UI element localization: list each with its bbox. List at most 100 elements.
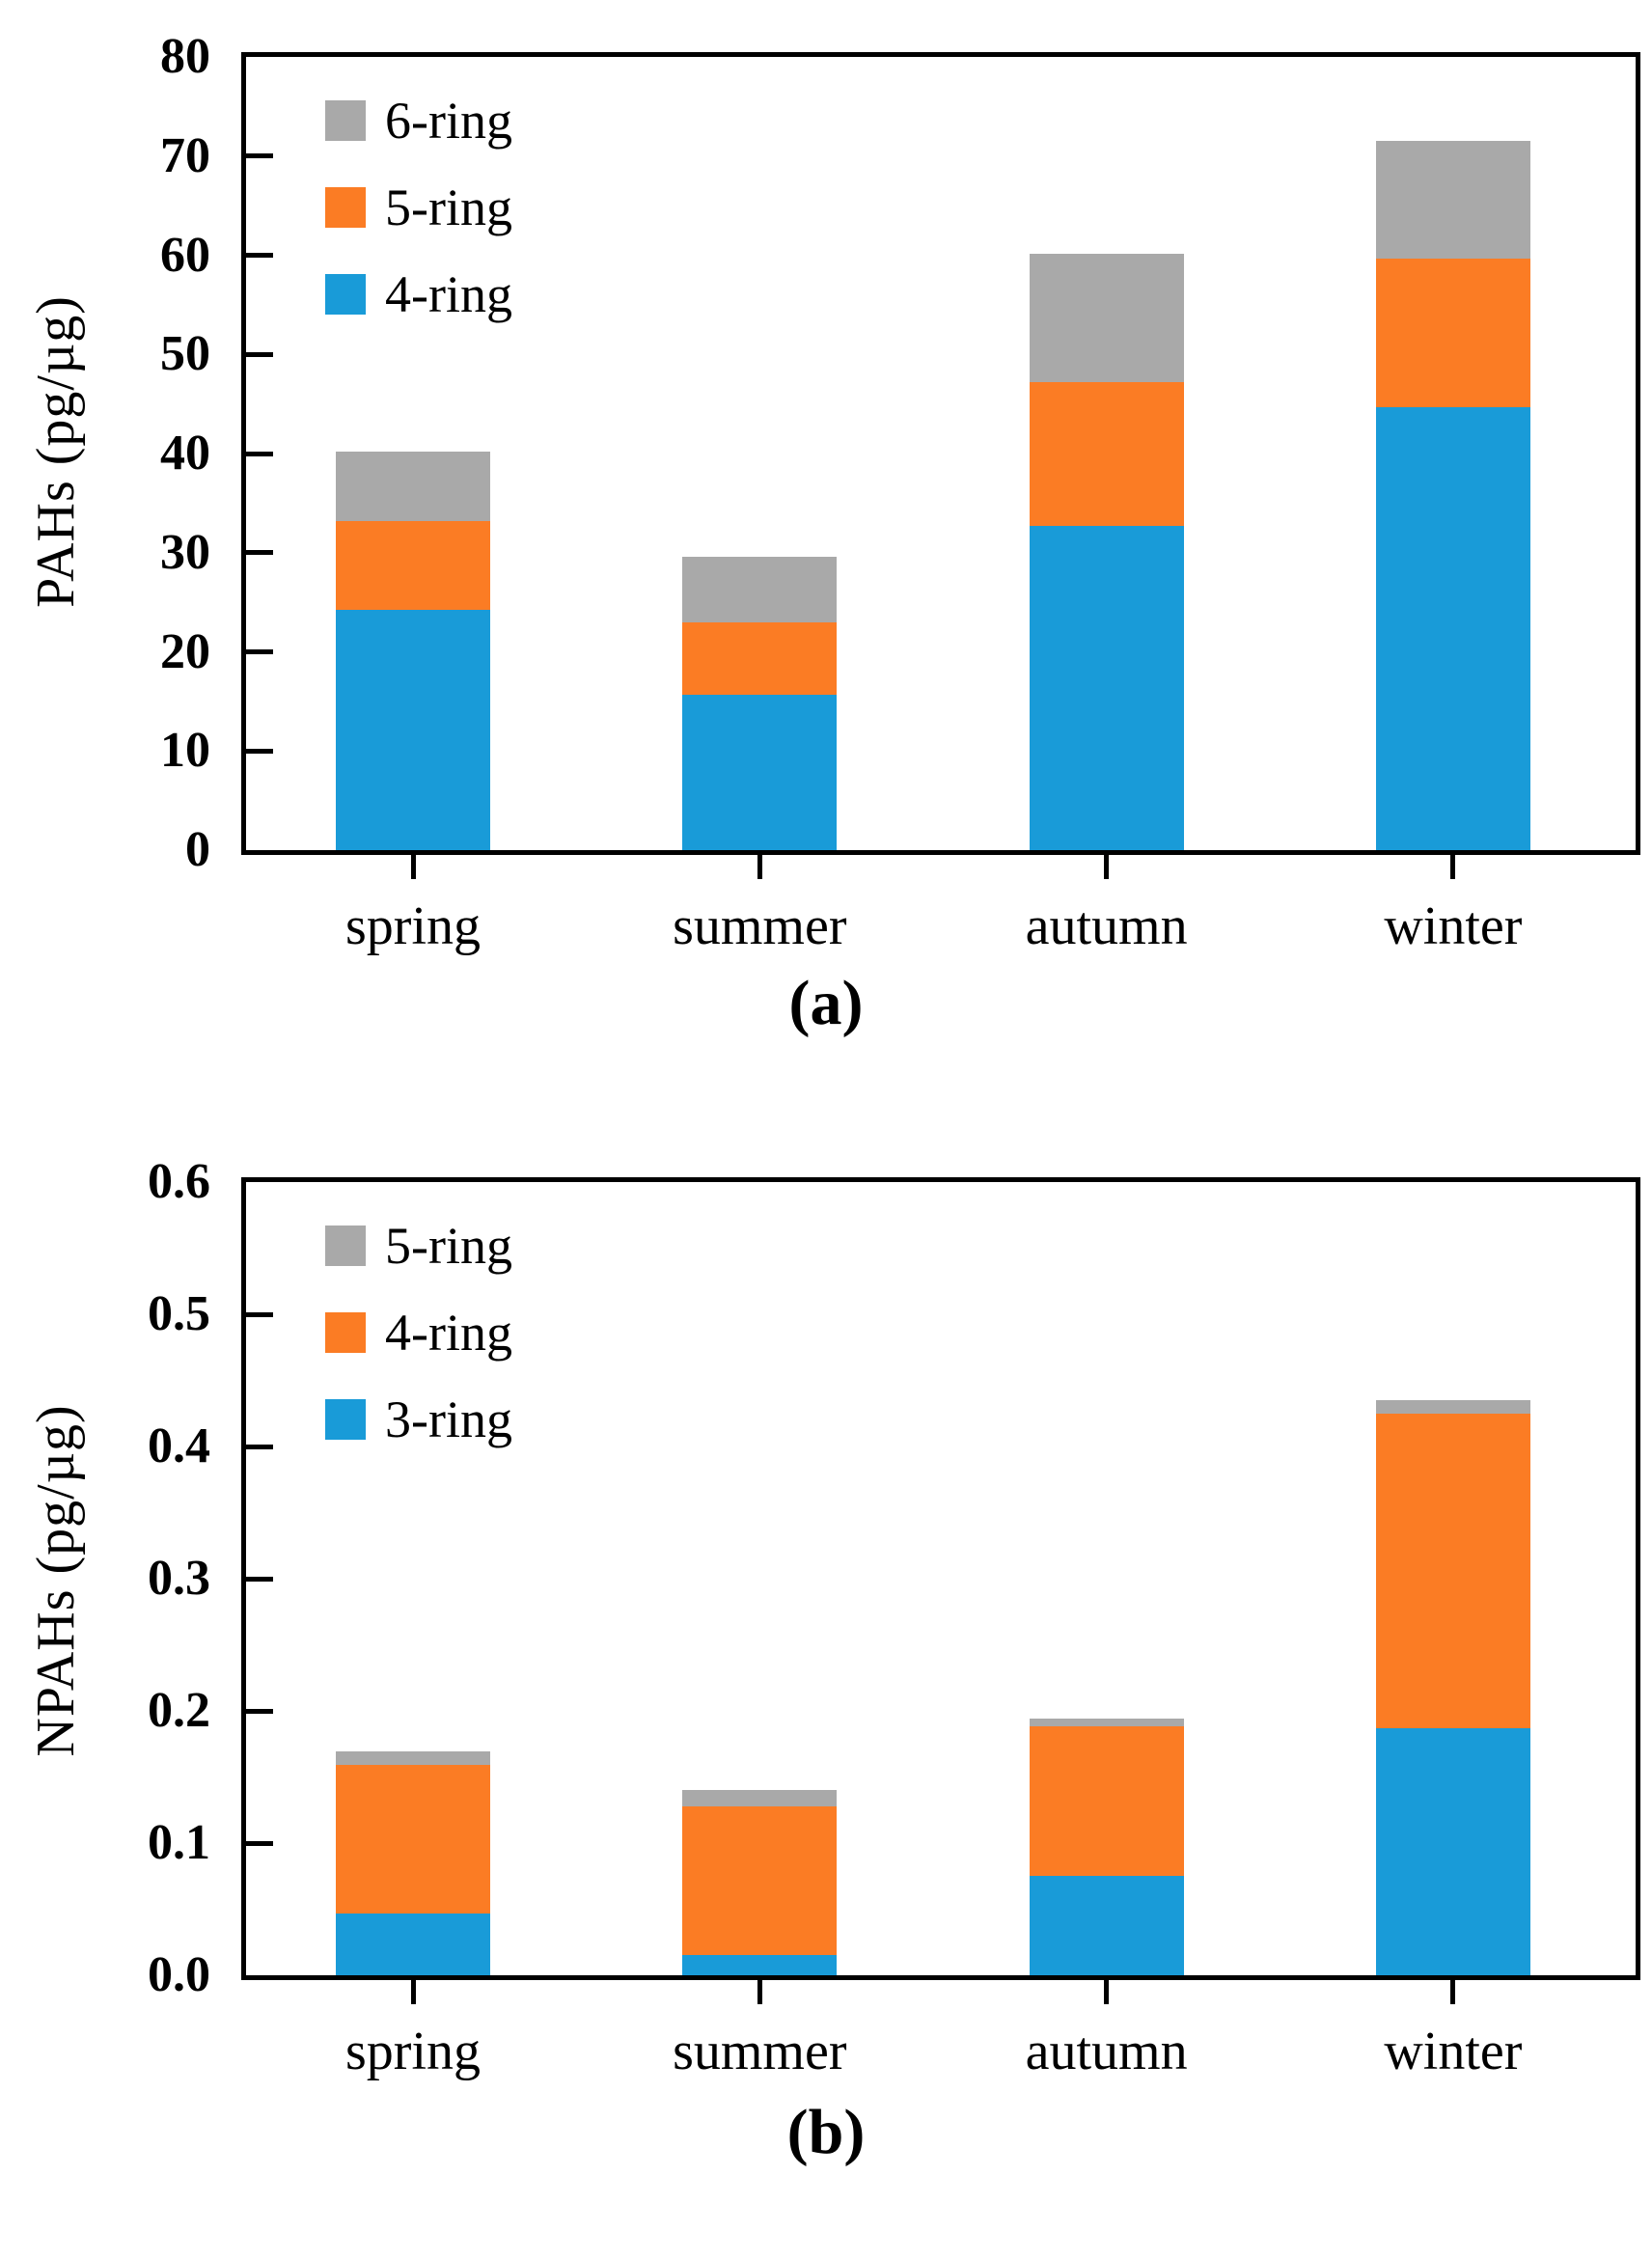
bar-segment-3-ring bbox=[682, 1955, 838, 1975]
stacked-bar bbox=[682, 556, 838, 850]
y-tick-label: 80 bbox=[160, 29, 210, 84]
chart-panel-b: NPAHs (pg/µg) 5-ring 4-ring 3-ring (b) 0.0… bbox=[0, 1129, 1652, 2258]
stacked-bar bbox=[1375, 1400, 1530, 1975]
x-category-label: spring bbox=[345, 2022, 481, 2081]
x-category-label: autumn bbox=[1025, 896, 1188, 956]
bar-segment-4-ring bbox=[1375, 406, 1530, 850]
bar-segment-6-ring bbox=[1029, 254, 1184, 383]
x-tick-mark bbox=[410, 1977, 416, 2004]
bar-segment-5-ring bbox=[682, 1790, 838, 1806]
legend: 6-ring 5-ring 4-ring bbox=[325, 90, 512, 350]
bar-segment-5-ring bbox=[336, 520, 490, 611]
y-tick-mark bbox=[246, 351, 273, 357]
x-category-label: winter bbox=[1384, 896, 1523, 956]
y-tick-label: 0.3 bbox=[148, 1551, 210, 1606]
x-tick-mark bbox=[1450, 1977, 1456, 2004]
bar-segment-4-ring bbox=[1029, 526, 1184, 850]
bar-segment-4-ring bbox=[1029, 1726, 1184, 1877]
y-tick-label: 0.4 bbox=[148, 1418, 210, 1473]
x-tick-mark bbox=[757, 852, 762, 879]
bar-segment-3-ring bbox=[1029, 1876, 1184, 1975]
x-category-label: autumn bbox=[1025, 2022, 1188, 2081]
y-tick-mark bbox=[246, 153, 273, 159]
chart-panel-a: PAHs (pg/µg) 6-ring 5-ring 4-ring (a) 0 10 2… bbox=[26, 29, 1640, 1038]
y-tick-mark bbox=[246, 253, 273, 258]
panel-caption: (a) bbox=[788, 968, 864, 1038]
y-tick-label: 10 bbox=[160, 723, 210, 779]
legend: 5-ring 4-ring 3-ring bbox=[325, 1215, 512, 1475]
y-tick-label: 40 bbox=[160, 426, 210, 481]
panel-caption: (b) bbox=[786, 2097, 866, 2167]
legend-swatch-5-ring bbox=[325, 1225, 366, 1266]
x-category-label: summer bbox=[673, 896, 847, 956]
y-tick-label: 0.0 bbox=[148, 1947, 210, 2002]
y-tick-mark bbox=[246, 748, 273, 754]
x-tick-mark bbox=[1104, 852, 1110, 879]
bar-segment-5-ring bbox=[1029, 382, 1184, 527]
bar-segment-5-ring bbox=[1029, 1719, 1184, 1727]
y-tick-label: 0.5 bbox=[148, 1286, 210, 1341]
bar-segment-4-ring bbox=[682, 1805, 838, 1956]
y-tick-mark bbox=[246, 550, 273, 556]
stacked-bar bbox=[336, 1751, 490, 1975]
bar-segment-3-ring bbox=[336, 1913, 490, 1975]
y-tick-label: 70 bbox=[160, 127, 210, 183]
bar-segment-4-ring bbox=[336, 1765, 490, 1914]
y-tick-label: 30 bbox=[160, 524, 210, 580]
legend-swatch-3-ring bbox=[325, 1399, 366, 1440]
stacked-bar bbox=[1375, 141, 1530, 850]
bar-segment-5-ring bbox=[682, 621, 838, 695]
stacked-bar bbox=[1029, 1719, 1184, 1975]
x-category-label: winter bbox=[1384, 2022, 1523, 2081]
y-tick-mark bbox=[246, 1311, 273, 1317]
bar-segment-6-ring bbox=[682, 556, 838, 622]
legend-swatch-6-ring bbox=[325, 100, 366, 141]
y-tick-label: 60 bbox=[160, 227, 210, 283]
legend-swatch-4-ring bbox=[325, 1312, 366, 1353]
bar-segment-6-ring bbox=[1375, 141, 1530, 259]
stacked-bar bbox=[336, 451, 490, 850]
y-tick-mark bbox=[246, 1576, 273, 1582]
legend-item-6-ring: 6-ring bbox=[325, 90, 512, 151]
y-tick-label: 0.6 bbox=[148, 1154, 210, 1209]
y-tick-mark bbox=[246, 451, 273, 456]
legend-swatch-4-ring bbox=[325, 274, 366, 315]
bar-segment-4-ring bbox=[336, 610, 490, 850]
legend-item-4-ring: 4-ring bbox=[325, 263, 512, 325]
legend-swatch-5-ring bbox=[325, 187, 366, 228]
stacked-bar bbox=[682, 1790, 838, 1975]
bar-segment-6-ring bbox=[336, 451, 490, 521]
bar-segment-5-ring bbox=[1375, 1400, 1530, 1414]
legend-item-5-ring: 5-ring bbox=[325, 1215, 512, 1277]
y-tick-mark bbox=[246, 1840, 273, 1846]
y-tick-mark bbox=[246, 1444, 273, 1449]
bar-segment-4-ring bbox=[682, 694, 838, 850]
legend-label: 6-ring bbox=[385, 92, 512, 150]
y-tick-label: 0.2 bbox=[148, 1683, 210, 1738]
x-category-label: spring bbox=[345, 896, 481, 956]
legend-label: 3-ring bbox=[385, 1391, 512, 1448]
x-tick-mark bbox=[410, 852, 416, 879]
legend-label: 5-ring bbox=[385, 179, 512, 236]
legend-item-4-ring: 4-ring bbox=[325, 1302, 512, 1363]
bar-segment-5-ring bbox=[1375, 258, 1530, 407]
legend-label: 4-ring bbox=[385, 265, 512, 323]
y-tick-mark bbox=[246, 1708, 273, 1714]
stacked-bar bbox=[1029, 254, 1184, 850]
x-tick-mark bbox=[757, 1977, 762, 2004]
y-tick-label: 20 bbox=[160, 623, 210, 679]
plot-area: 6-ring 5-ring 4-ring bbox=[241, 52, 1640, 855]
y-tick-label: 0 bbox=[185, 822, 210, 877]
legend-item-5-ring: 5-ring bbox=[325, 177, 512, 238]
y-tick-label: 0.1 bbox=[148, 1815, 210, 1870]
bar-segment-3-ring bbox=[1375, 1727, 1530, 1975]
x-tick-mark bbox=[1450, 852, 1456, 879]
x-category-label: summer bbox=[673, 2022, 847, 2081]
x-tick-mark bbox=[1104, 1977, 1110, 2004]
bar-segment-5-ring bbox=[336, 1751, 490, 1766]
plot-area: 5-ring 4-ring 3-ring bbox=[241, 1177, 1640, 1980]
legend-label: 4-ring bbox=[385, 1304, 512, 1362]
bar-segment-4-ring bbox=[1375, 1413, 1530, 1728]
y-tick-label: 50 bbox=[160, 326, 210, 382]
